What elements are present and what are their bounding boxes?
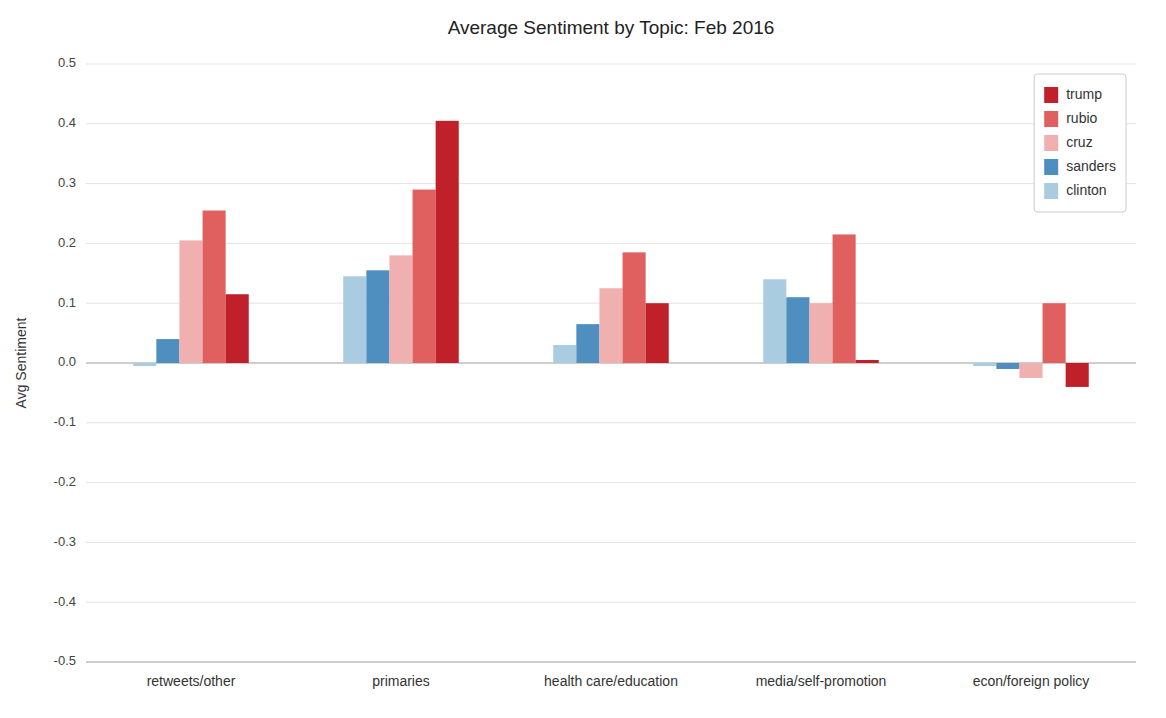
bar <box>996 363 1019 369</box>
bar <box>179 240 202 363</box>
bar <box>973 363 996 366</box>
title: Average Sentiment by Topic: Feb 2016 <box>448 17 775 38</box>
legend-swatch <box>1044 183 1058 199</box>
x-tick-label: retweets/other <box>147 673 236 689</box>
y-tick-label: 0.1 <box>58 295 76 310</box>
bar <box>389 255 412 363</box>
grid-line <box>86 602 1136 603</box>
y-tick-label: 0.5 <box>58 55 76 70</box>
bar <box>786 297 809 363</box>
grid-line <box>86 243 1136 244</box>
grid-line <box>86 422 1136 423</box>
legend: trump rubio cruz sanders clinton <box>1034 74 1126 212</box>
y-tick-label: 0.0 <box>58 354 76 369</box>
grid-line <box>86 542 1136 543</box>
grid-line <box>86 482 1136 483</box>
y-tick-label: -0.5 <box>54 653 76 668</box>
bar <box>553 345 576 363</box>
y-tick-label: 0.2 <box>58 235 76 250</box>
y-tick-label: -0.3 <box>54 534 76 549</box>
bar <box>763 279 786 363</box>
bar <box>156 339 179 363</box>
legend-label: rubio <box>1066 110 1097 126</box>
bar <box>599 288 622 363</box>
grid-line <box>86 123 1136 124</box>
bar <box>809 303 832 363</box>
legend-box <box>1034 74 1126 212</box>
legend-label: cruz <box>1066 134 1092 150</box>
bar <box>1019 363 1042 378</box>
bar <box>576 324 599 363</box>
x-tick-label: econ/foreign policy <box>973 673 1090 689</box>
legend-label: clinton <box>1066 182 1106 198</box>
bar <box>1043 303 1066 363</box>
chart: -0.5 -0.4 -0.3 -0.2 -0.1 0.0 0.1 0.2 0.3 0.4 0.5 re… <box>0 0 1166 718</box>
legend-swatch <box>1044 111 1058 127</box>
x-tick-label: primaries <box>372 673 430 689</box>
x-axis-line <box>86 662 1136 663</box>
legend-swatch <box>1044 87 1058 103</box>
bar <box>646 303 669 363</box>
y-tick-label: 0.4 <box>58 115 76 130</box>
grid-line <box>86 662 1136 663</box>
x-axis: retweets/other primaries health care/educa… <box>147 673 1090 689</box>
bar <box>623 252 646 363</box>
bar <box>133 363 156 366</box>
bar <box>833 234 856 363</box>
bar <box>226 294 249 363</box>
bar <box>1066 363 1089 387</box>
legend-label: trump <box>1066 86 1102 102</box>
legend-swatch <box>1044 159 1058 175</box>
bar <box>856 360 879 363</box>
bar <box>343 276 366 363</box>
y-tick-label: -0.4 <box>54 594 76 609</box>
y-tick-label: -0.2 <box>54 474 76 489</box>
y-tick-label: 0.3 <box>58 175 76 190</box>
legend-label: sanders <box>1066 158 1116 174</box>
bar <box>413 190 436 363</box>
bar <box>436 121 459 363</box>
x-tick-label: media/self-promotion <box>756 673 887 689</box>
legend-swatch <box>1044 135 1058 151</box>
x-tick-label: health care/education <box>544 673 678 689</box>
bar <box>203 211 226 363</box>
bars <box>133 121 1089 387</box>
y-tick-label: -0.1 <box>54 414 76 429</box>
legend-items: trump rubio cruz sanders clinton <box>1044 86 1116 199</box>
grid-line <box>86 183 1136 184</box>
grid-line <box>86 64 1136 65</box>
y-axis: -0.5 -0.4 -0.3 -0.2 -0.1 0.0 0.1 0.2 0.3 0.4 0.5 <box>54 55 1136 668</box>
y-axis-label: Avg Sentiment <box>13 317 29 408</box>
bar <box>366 270 389 363</box>
